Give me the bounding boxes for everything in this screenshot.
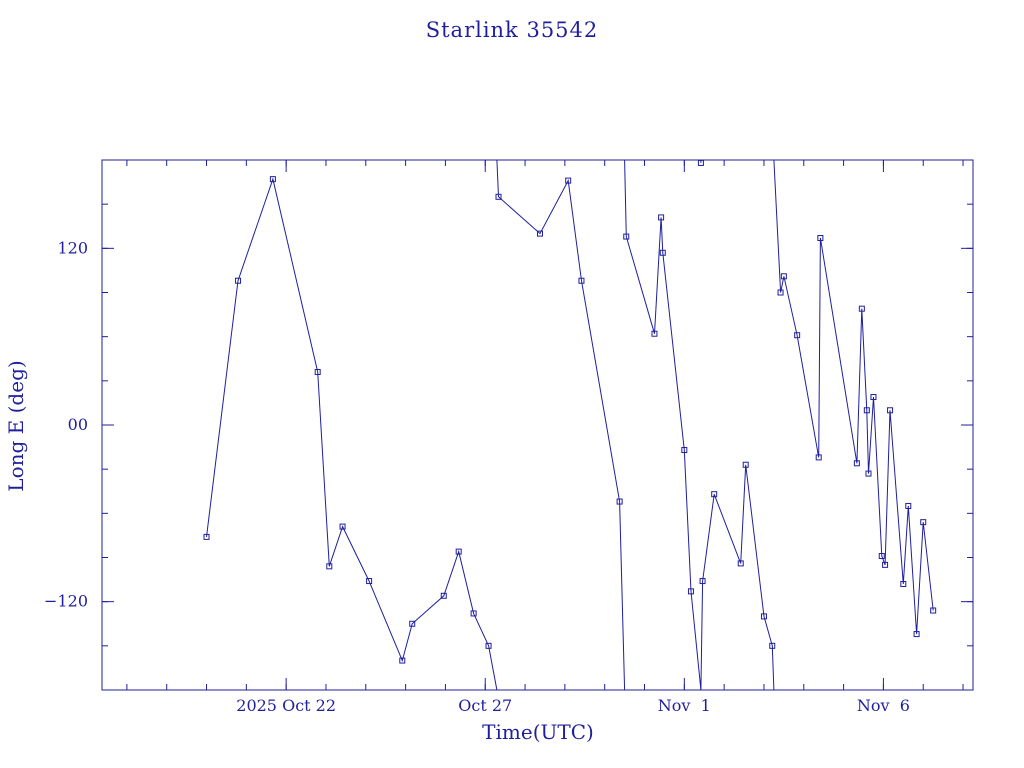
y-tick-label: 120 <box>57 238 88 257</box>
y-tick-label: −120 <box>44 592 88 611</box>
series-line <box>700 464 775 691</box>
chart-title: Starlink 35542 <box>426 18 599 42</box>
series-line <box>773 159 934 635</box>
chart-axes: 2025 Oct 22 Oct 27 Nov 1 Nov 6 120 00 −120 <box>44 159 974 715</box>
chart-marks <box>203 159 937 691</box>
x-tick-label: Nov 1 <box>658 696 711 715</box>
series-line <box>624 159 702 691</box>
x-tick-label: 2025 Oct 22 <box>236 696 336 715</box>
x-tick-label: Nov 6 <box>857 696 910 715</box>
y-axis-label: Long E (deg) <box>4 360 28 491</box>
series-line <box>496 159 626 691</box>
y-tick-label: 00 <box>68 415 88 434</box>
x-axis-label: Time(UTC) <box>482 720 594 744</box>
x-tick-label: Oct 27 <box>458 696 512 715</box>
plot-frame <box>101 159 974 691</box>
series-line <box>206 177 498 691</box>
